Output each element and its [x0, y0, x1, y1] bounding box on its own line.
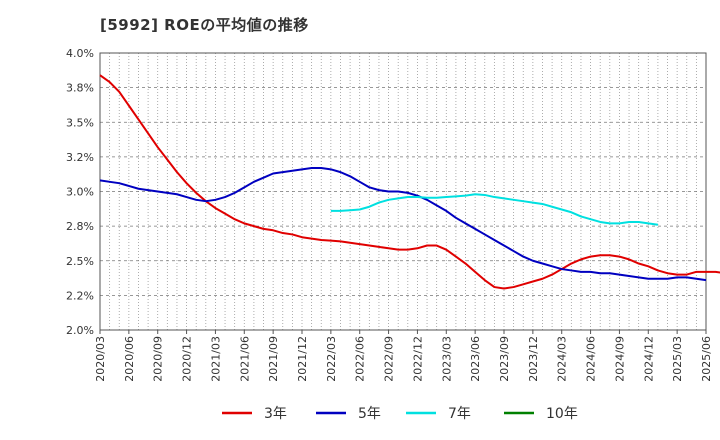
x-tick-label: 2023/03	[440, 336, 453, 382]
y-tick-label: 3.8%	[66, 82, 94, 95]
x-tick-label: 2022/12	[411, 336, 424, 382]
x-tick-label: 2020/12	[181, 336, 194, 382]
y-tick-label: 4.0%	[66, 47, 94, 60]
x-tick-label: 2025/03	[671, 336, 684, 382]
x-tick-label: 2024/12	[642, 336, 655, 382]
x-tick-label: 2021/09	[267, 336, 280, 382]
y-tick-label: 2.2%	[66, 289, 94, 302]
x-tick-label: 2024/06	[585, 336, 598, 382]
y-tick-label: 2.5%	[66, 255, 94, 268]
x-tick-label: 2025/06	[700, 336, 713, 382]
series-line-3年	[99, 74, 720, 290]
x-tick-label: 2021/06	[238, 336, 251, 382]
x-tick-label: 2023/09	[498, 336, 511, 382]
x-tick-label: 2023/12	[527, 336, 540, 382]
x-tick-label: 2024/03	[556, 336, 569, 382]
legend-label-7年: 7年	[448, 406, 471, 422]
x-tick-label: 2020/06	[123, 336, 136, 382]
x-tick-label: 2022/03	[325, 336, 338, 382]
series-line-5年	[99, 166, 707, 282]
x-tick-label: 2020/03	[94, 336, 107, 382]
legend-label-5年: 5年	[358, 406, 381, 422]
chart-title: [5992] ROEの平均値の推移	[100, 16, 309, 34]
series-line-7年	[330, 193, 659, 226]
y-tick-label: 3.0%	[66, 186, 94, 199]
x-tick-label: 2021/03	[209, 336, 222, 382]
legend-label-10年: 10年	[546, 406, 578, 422]
legend-label-3年: 3年	[264, 406, 287, 422]
x-tick-label: 2024/09	[613, 336, 626, 382]
y-tick-label: 3.5%	[66, 116, 94, 129]
y-tick-label: 3.2%	[66, 151, 94, 164]
x-tick-label: 2022/06	[354, 336, 367, 382]
plot-border	[99, 52, 707, 331]
y-tick-label: 2.8%	[66, 220, 94, 233]
x-tick-label: 2022/09	[383, 336, 396, 382]
y-tick-label: 2.0%	[66, 324, 94, 337]
x-tick-label: 2021/12	[296, 336, 309, 382]
x-tick-label: 2020/09	[152, 336, 165, 382]
x-tick-label: 2023/06	[469, 336, 482, 382]
